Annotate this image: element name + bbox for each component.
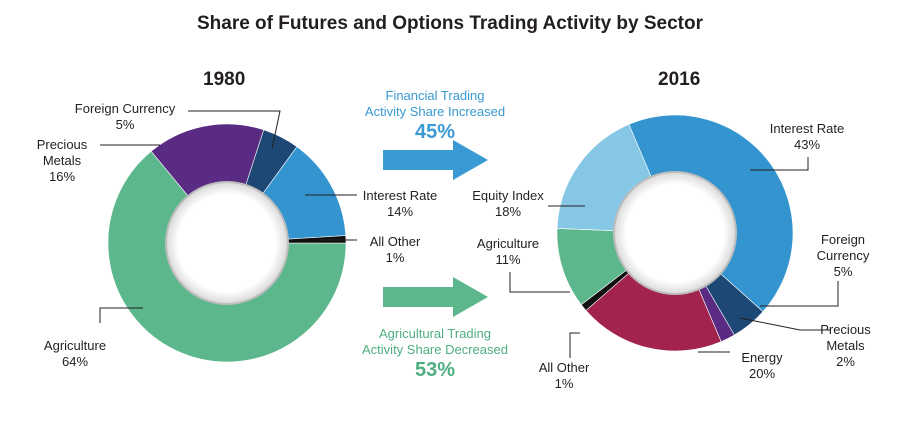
- leader-precious-metals-2016: [739, 317, 830, 331]
- label-all-other-2016: All Other 1%: [538, 360, 590, 391]
- year-1980-label: 1980: [203, 69, 246, 90]
- label-foreign-currency-1980: Foreign Currency 5%: [74, 101, 176, 132]
- leader-agriculture-1980: [99, 307, 143, 323]
- leader-interest-rate-2016: [750, 157, 809, 171]
- financial-arrow-icon: [383, 140, 488, 180]
- year-2016-label: 2016: [658, 69, 701, 90]
- donut-hole-2016: [613, 171, 737, 295]
- donut-2016: [556, 114, 794, 352]
- leader-lines-2016: [509, 157, 839, 358]
- leader-foreign-currency-2016: [760, 281, 839, 307]
- leader-all-other-2016: [569, 332, 580, 358]
- donut-hole-1980: [165, 181, 289, 305]
- label-precious-metals-1980: Precious Metals 16%: [36, 137, 88, 184]
- leader-foreign-currency-1980: [188, 110, 281, 150]
- label-energy-2016: Energy 20%: [741, 350, 783, 381]
- label-interest-rate-2016: Interest Rate 43%: [769, 121, 845, 152]
- label-agriculture-1980: Agriculture 64%: [43, 338, 107, 369]
- label-equity-index-2016: Equity Index 18%: [472, 188, 544, 219]
- agricultural-arrow-icon: [383, 277, 488, 317]
- label-agriculture-2016: Agriculture 11%: [476, 236, 540, 267]
- label-all-other-1980: All Other 1%: [369, 234, 421, 265]
- leader-lines-1980: [99, 110, 357, 323]
- leader-agriculture-2016: [509, 272, 570, 293]
- label-interest-rate-1980: Interest Rate 14%: [362, 188, 438, 219]
- agricultural-callout: Agricultural Trading Activity Share Decr…: [362, 326, 508, 381]
- donut-1980: [107, 123, 347, 363]
- label-foreign-currency-2016: Foreign Currency 5%: [816, 232, 870, 279]
- label-precious-metals-2016: Precious Metals 2%: [820, 322, 871, 369]
- financial-callout: Financial Trading Activity Share Increas…: [364, 88, 506, 143]
- chart-title: Share of Futures and Options Trading Act…: [196, 13, 704, 34]
